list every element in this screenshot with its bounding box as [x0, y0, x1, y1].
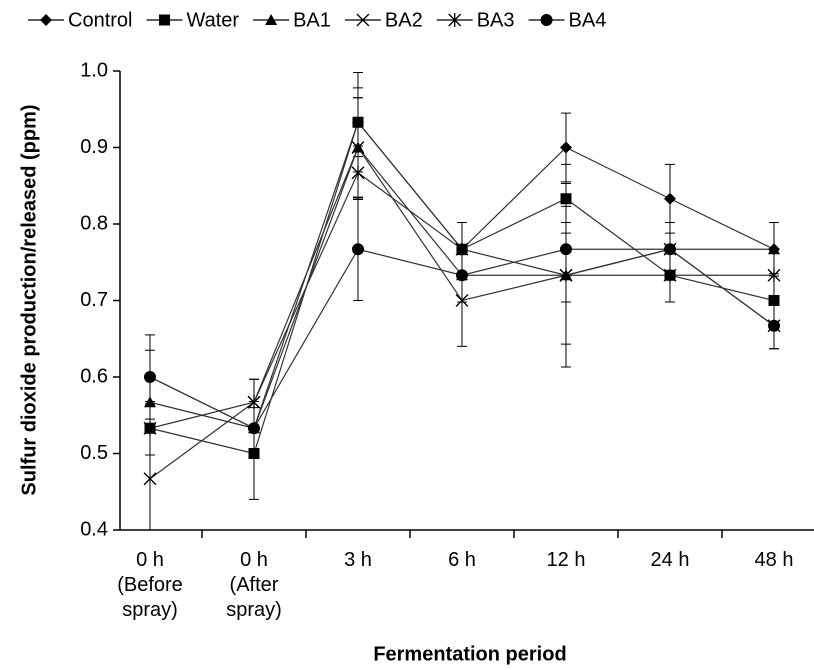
marker — [560, 243, 572, 256]
x-tick-label: 0 h (Before spray) — [117, 549, 183, 621]
marker — [356, 13, 370, 27]
marker — [144, 371, 156, 383]
y-tick-label: 0.4 — [80, 518, 108, 540]
marker — [448, 13, 462, 27]
marker — [664, 192, 676, 205]
legend-item: Water — [146, 9, 239, 31]
legend-label: BA2 — [385, 9, 423, 31]
legend-label: Control — [68, 9, 132, 31]
y-tick-label: 0.5 — [80, 442, 108, 464]
legend-label: BA4 — [569, 9, 607, 31]
marker — [768, 295, 780, 306]
x-tick-label: 3 h — [344, 549, 372, 571]
marker — [768, 243, 780, 255]
x-tick-label: 6 h — [448, 549, 476, 571]
marker — [559, 268, 573, 283]
marker — [352, 116, 364, 128]
legend-label: BA1 — [293, 9, 331, 31]
legend-item: BA2 — [344, 9, 423, 31]
marker — [540, 14, 553, 26]
marker — [560, 141, 572, 154]
y-tick-label: 0.9 — [80, 136, 108, 158]
marker — [265, 14, 278, 25]
legend-item: BA4 — [528, 9, 607, 31]
marker — [768, 319, 780, 332]
x-tick-label: 48 h — [754, 549, 794, 571]
marker — [144, 396, 156, 408]
marker — [248, 422, 260, 435]
marker — [351, 141, 365, 154]
marker — [455, 294, 469, 307]
y-axis-label: Sulfur dioxide production/released (ppm) — [18, 104, 40, 495]
x-tick-label: 24 h — [650, 549, 690, 571]
y-tick-label: 0.7 — [80, 289, 108, 311]
y-tick-label: 0.8 — [80, 212, 108, 234]
marker — [248, 448, 260, 459]
marker — [767, 268, 781, 283]
marker — [455, 242, 469, 257]
marker — [560, 193, 572, 205]
marker — [351, 165, 365, 180]
y-tick-label: 1.0 — [80, 59, 108, 81]
legend-label: BA3 — [477, 9, 515, 31]
x-tick-label: 0 h (After spray) — [226, 549, 282, 621]
marker — [352, 243, 364, 256]
x-axis-label: Fermentation period — [373, 643, 566, 665]
marker — [143, 472, 157, 486]
marker — [143, 421, 157, 436]
legend-label: Water — [186, 9, 239, 31]
y-tick-label: 0.6 — [80, 365, 108, 387]
marker — [158, 14, 170, 26]
legend-item: Control — [28, 9, 132, 31]
x-tick-label: 12 h — [546, 549, 586, 571]
legend-item: BA1 — [253, 9, 331, 31]
legend-item: BA3 — [436, 9, 515, 31]
marker — [663, 268, 677, 283]
marker — [40, 14, 52, 26]
marker — [456, 269, 468, 282]
marker — [247, 395, 261, 410]
marker — [664, 243, 676, 256]
